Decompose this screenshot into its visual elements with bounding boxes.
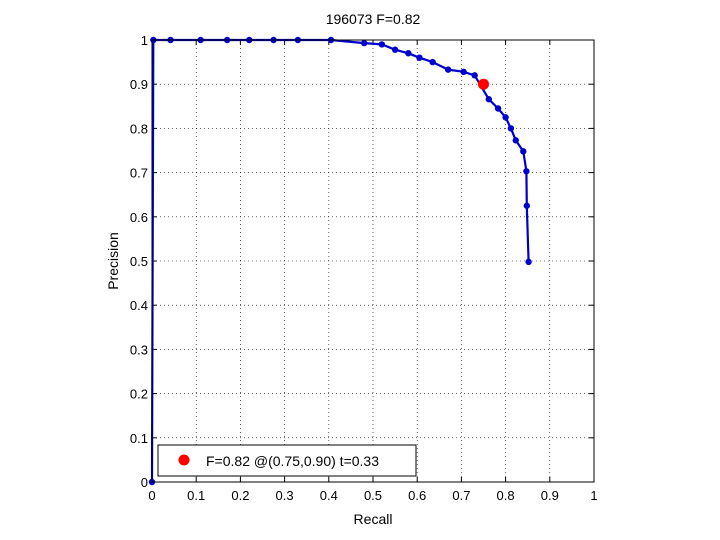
data-point (523, 202, 531, 209)
legend-label: F=0.82 @(0.75,0.90) t=0.33 (206, 453, 379, 469)
y-tick-labels: 0 0.1 0.2 0.3 0.4 0.5 0.6 0.7 0.8 0.9 1 (130, 33, 148, 490)
legend-marker (178, 454, 190, 466)
best-f-point (478, 78, 489, 90)
y-tick-label: 0.5 (130, 254, 148, 269)
data-point (471, 72, 478, 79)
data-point (378, 41, 386, 48)
y-axis-label: Precision (105, 232, 121, 290)
x-tick-labels: 0 0.1 0.2 0.3 0.4 0.5 0.6 0.7 0.8 0.9 1 (148, 488, 597, 503)
x-tick-label: 0.6 (408, 488, 426, 503)
chart-title: 196073 F=0.82 (326, 11, 421, 27)
highlight-layer (478, 78, 489, 90)
data-point (507, 125, 515, 132)
x-tick-label: 0.1 (187, 488, 205, 503)
data-point (416, 54, 423, 61)
y-tick-label: 0.6 (130, 210, 148, 225)
y-tick-label: 0.4 (130, 298, 148, 313)
x-tick-label: 0.3 (276, 488, 294, 503)
x-tick-label: 0.4 (320, 488, 338, 503)
data-point (512, 137, 519, 144)
x-tick-label: 0.5 (364, 488, 382, 503)
y-tick-label: 0.8 (130, 121, 148, 136)
legend-box (157, 444, 417, 477)
x-axis-label: Recall (354, 511, 393, 527)
data-point (460, 68, 467, 76)
x-tick-label: 0.2 (231, 488, 249, 503)
data-point (520, 148, 527, 155)
y-tick-label: 0 (141, 475, 148, 490)
x-tick-label: 0.8 (497, 488, 515, 503)
data-point (444, 66, 452, 73)
x-tick-label: 0 (148, 488, 155, 503)
data-point (523, 168, 530, 175)
data-point (360, 39, 368, 47)
y-tick-label: 0.7 (130, 166, 148, 181)
data-point (494, 105, 502, 112)
x-tick-label: 0.7 (452, 488, 470, 503)
x-tick-label: 1 (590, 488, 597, 503)
y-tick-label: 0.9 (130, 77, 148, 92)
legend: F=0.82 @(0.75,0.90) t=0.33 (157, 444, 417, 477)
y-tick-label: 0.3 (130, 342, 148, 357)
y-tick-label: 0.1 (130, 431, 148, 446)
x-tick-label: 0.9 (541, 488, 559, 503)
grid-lines (152, 40, 594, 482)
data-point (525, 258, 532, 266)
plot-frame (151, 39, 595, 483)
data-point (485, 96, 493, 103)
data-point (391, 46, 399, 53)
data-point (405, 50, 412, 57)
y-tick-label: 0.2 (130, 387, 148, 402)
data-point (502, 114, 509, 121)
data-point (429, 58, 436, 66)
y-tick-label: 1 (141, 33, 148, 48)
